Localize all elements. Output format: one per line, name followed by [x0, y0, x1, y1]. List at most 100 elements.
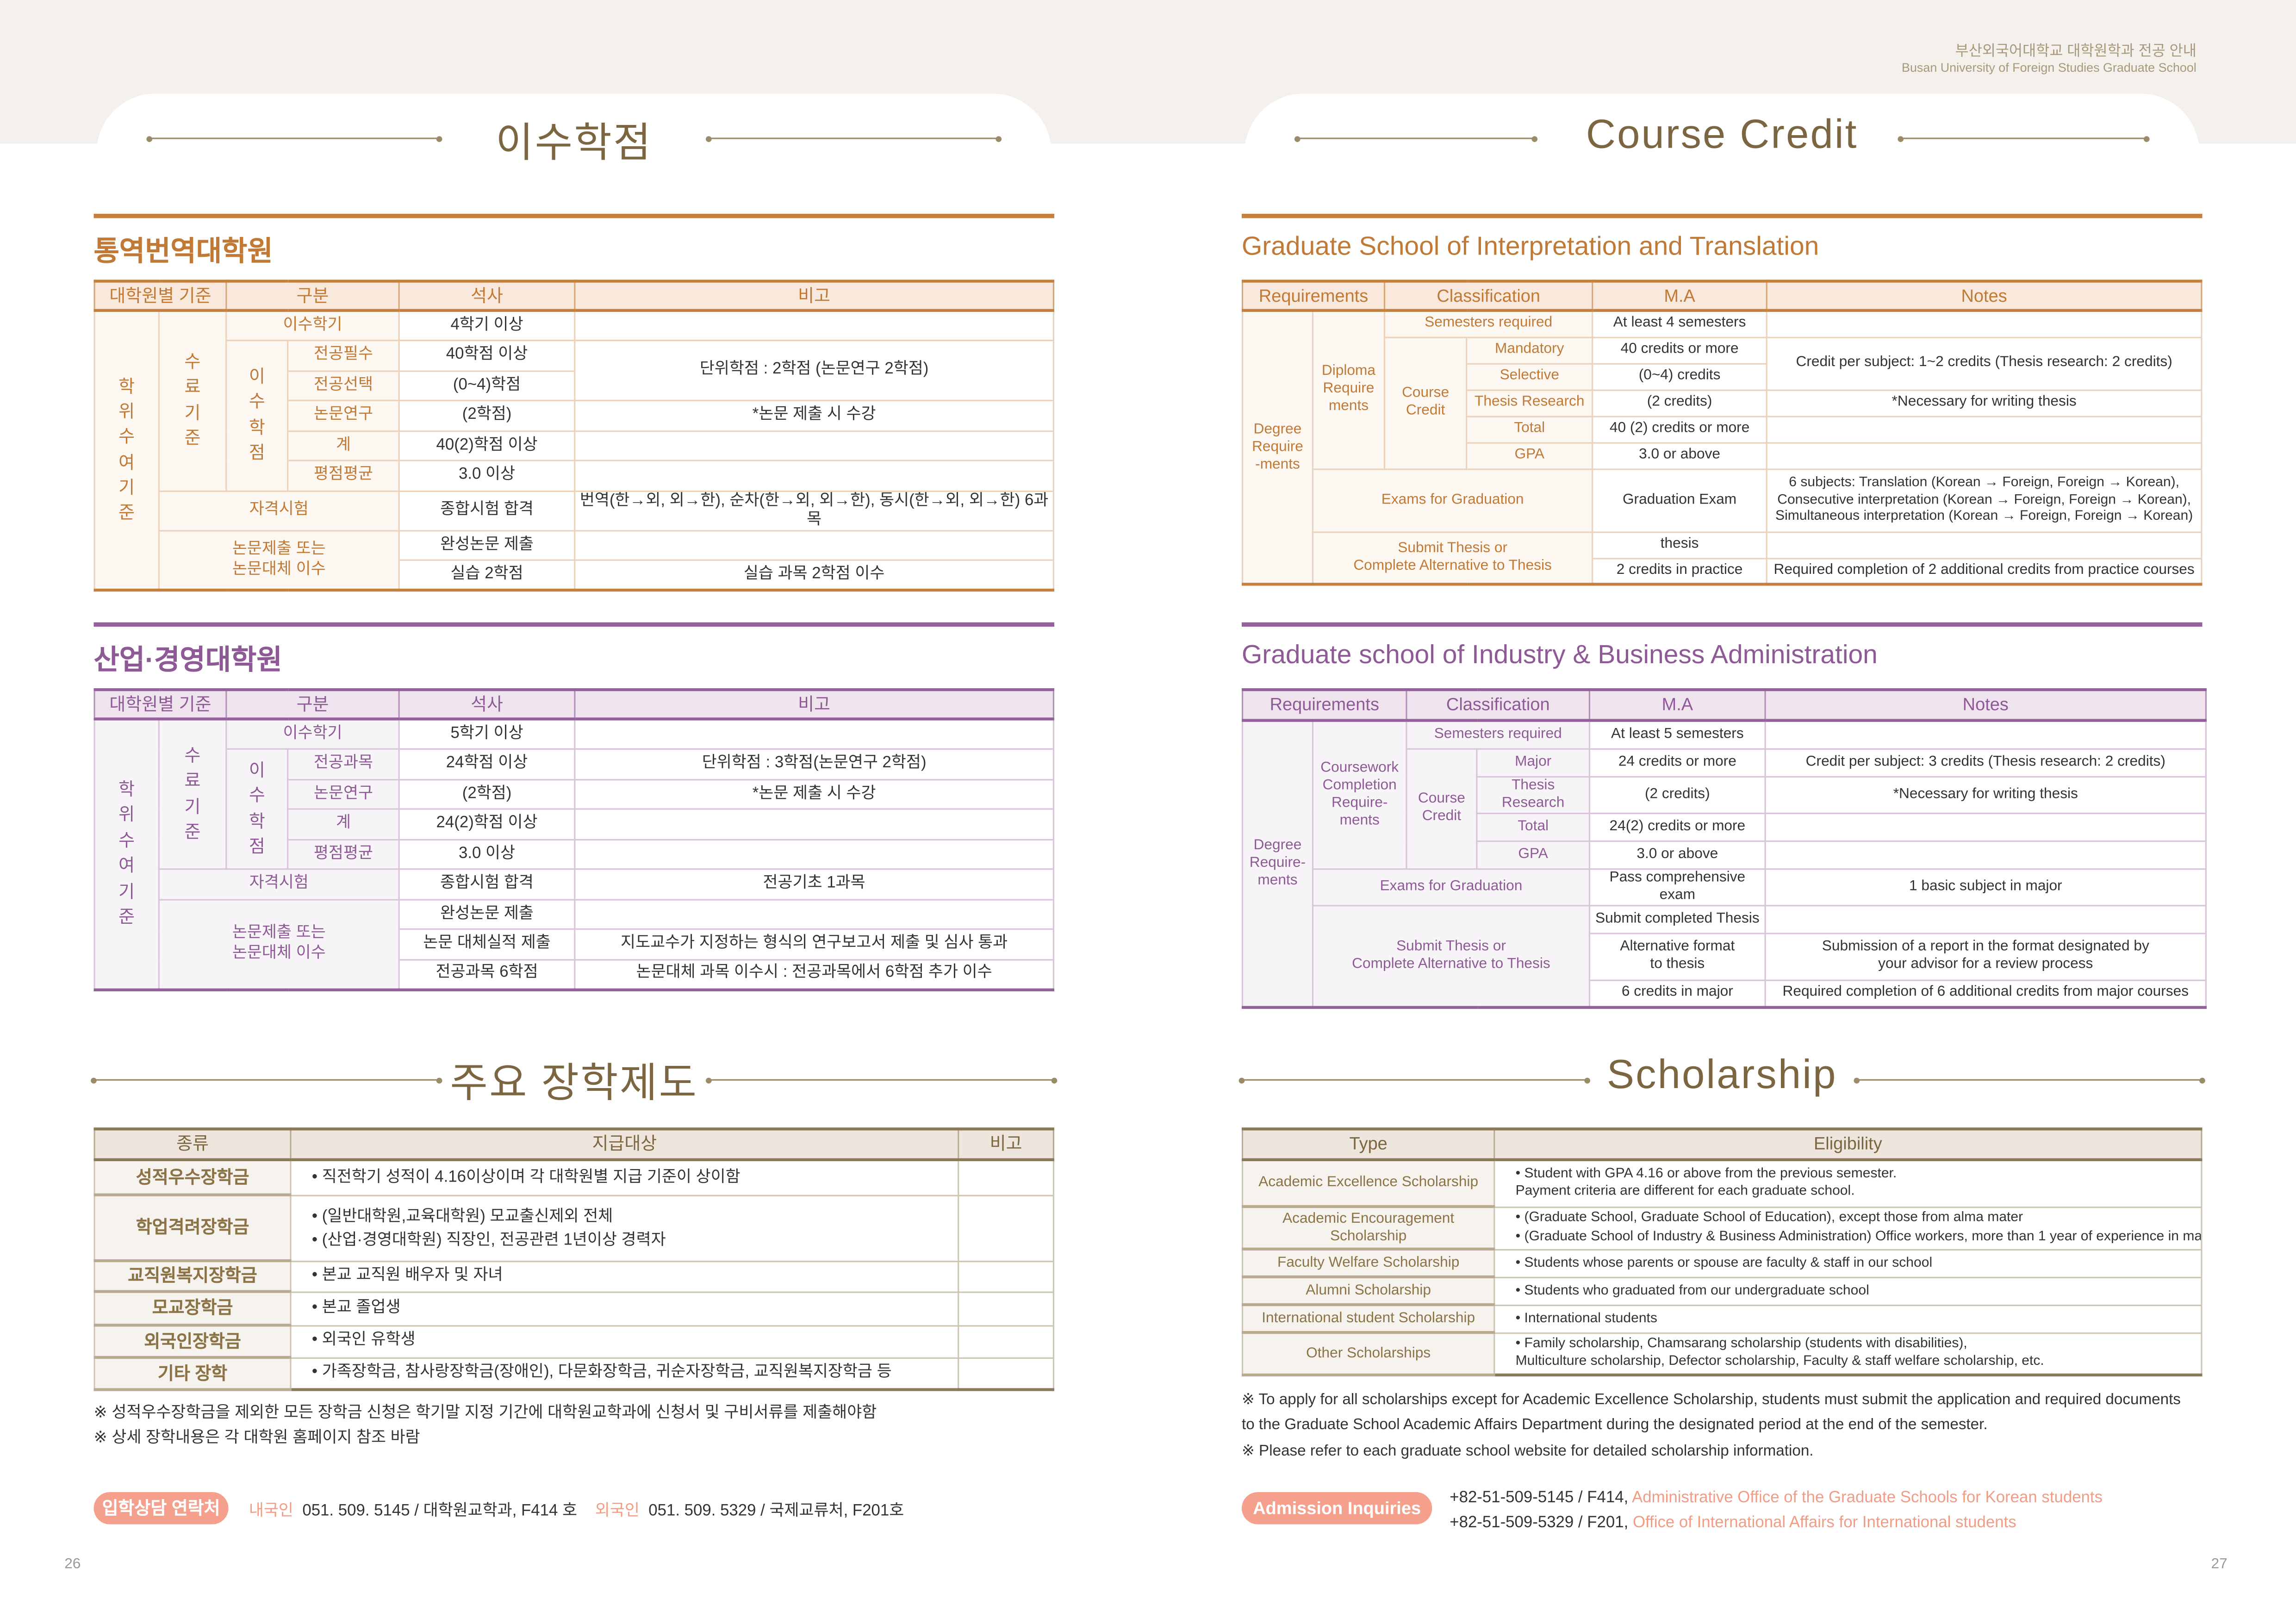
row-label: 이수학기	[225, 310, 400, 342]
cell: 24학점 이상	[398, 748, 576, 780]
row-label: Semesters required	[1383, 310, 1593, 338]
cell: 24(2) credits or more	[1588, 812, 1766, 841]
cell	[574, 460, 1055, 492]
col-header: M.A	[1588, 689, 1766, 722]
cell: 24 credits or more	[1588, 747, 1766, 777]
cell: thesis	[1592, 530, 1767, 559]
cell: 1 basic subject in major	[1764, 867, 2207, 906]
row-label: 논문연구	[287, 399, 400, 431]
cell: (2 credits)	[1592, 389, 1767, 417]
contact-phone: +82-51-509-5329 / F201,	[1450, 1514, 1633, 1532]
cell	[574, 310, 1055, 342]
section-rule	[93, 213, 1055, 218]
row-label: Thesis Research	[1466, 389, 1593, 417]
title-divider	[1294, 135, 1538, 142]
col-header: Classification	[1383, 280, 1593, 312]
col-header: 비고	[574, 689, 1055, 721]
title-divider	[1854, 1077, 2205, 1083]
cell: (2학점)	[398, 399, 576, 431]
cell: 3.0 or above	[1588, 840, 1766, 869]
row-group-label: 이수학점	[225, 340, 289, 492]
eligibility: • 가족장학금, 참사랑장학금(장애인), 다문화장학금, 귀순자장학금, 교직…	[290, 1356, 959, 1391]
title-divider	[1898, 135, 2150, 142]
cell: Submission of a report in the format des…	[1764, 932, 2207, 981]
scholarship-type: 학업격려장학금	[93, 1194, 292, 1263]
col-header: Requirements	[1241, 280, 1386, 312]
section-rule	[93, 622, 1055, 627]
left-title-card	[96, 93, 1052, 211]
eligibility: • Student with GPA 4.16 or above from th…	[1493, 1159, 2203, 1207]
header-english: Busan University of Foreign Studies Grad…	[1902, 60, 2196, 75]
col-header: 비고	[574, 280, 1055, 312]
row-label: Mandatory	[1466, 336, 1593, 364]
scholarship-table-kr: 종류 지급대상 비고 성적우수장학금 • 직전학기 성적이 4.16이상이며 각 대학…	[93, 1127, 1055, 1391]
row-label: 이수학기	[225, 718, 400, 750]
scholarship-type: 성적우수장학금	[93, 1159, 292, 1196]
title-divider	[705, 1077, 1058, 1083]
row-group-label: 학위수여기준	[93, 310, 160, 591]
cell: 3.0 이상	[398, 838, 576, 870]
row-label: 계	[287, 429, 400, 461]
cell: *논문 제출 시 수강	[574, 778, 1055, 810]
col-header: 대학원별 기준	[93, 280, 227, 312]
scholarship-type: International student Scholarship	[1241, 1304, 1495, 1334]
row-group-label: Degree Require -ments	[1241, 310, 1314, 585]
row-group-label: Diploma Require ments	[1312, 310, 1386, 470]
cell: At least 5 semesters	[1588, 720, 1766, 749]
col-header: Classification	[1406, 689, 1591, 722]
row-label: Semesters required	[1406, 720, 1591, 749]
cell	[958, 1194, 1055, 1262]
scholarship-title-left: 주요 장학제도	[450, 1060, 698, 1106]
domestic-contact: 051. 509. 5145 / 대학원교학과, F414 호	[302, 1502, 578, 1520]
cell: 종합시험 합격	[398, 868, 576, 900]
cell: Pass comprehensive exam	[1588, 867, 1766, 906]
title-divider	[146, 135, 442, 142]
cell: 실습 2학점	[398, 560, 576, 591]
cell: (0~4) credits	[1592, 362, 1767, 391]
cell	[958, 1356, 1055, 1391]
cell	[574, 838, 1055, 870]
cell: 논문 대체실적 제출	[398, 928, 576, 960]
contact-line: +82-51-509-5329 / F201, Office of Intern…	[1450, 1514, 2016, 1531]
page-number-left: 26	[64, 1556, 81, 1573]
scholarship-type: 모교장학금	[93, 1290, 292, 1327]
row-label: 논문제출 또는 논문대체 이수	[158, 529, 400, 591]
admission-contact-badge: 입학상담 연락처	[93, 1492, 229, 1524]
cell: 단위학점 : 2학점 (논문연구 2학점)	[574, 340, 1055, 401]
col-header: Type	[1241, 1128, 1495, 1161]
col-header: 석사	[398, 689, 576, 721]
cell	[574, 529, 1055, 561]
credit-table-business-en: Requirements Classification M.A Notes Degre…	[1241, 688, 2207, 1009]
cell: 40학점 이상	[398, 340, 576, 372]
cell	[1766, 415, 2203, 443]
contact-office: Administrative Office of the Graduate Sc…	[1632, 1489, 2103, 1507]
row-label: 전공선택	[287, 369, 400, 401]
credit-table-interpretation-en: Requirements Classification M.A Notes Degre…	[1241, 280, 2203, 586]
row-label: 자격시험	[158, 490, 400, 532]
cell	[958, 1159, 1055, 1196]
eligibility: • 본교 졸업생	[290, 1290, 959, 1326]
eligibility: • International students	[1493, 1304, 2203, 1333]
row-group-label: 수료기준	[158, 718, 227, 870]
cell: 지도교수가 지정하는 형식의 연구보고서 제출 및 심사 통과	[574, 928, 1055, 960]
eligibility: • Family scholarship, Chamsarang scholar…	[1493, 1332, 2203, 1376]
cell	[1764, 840, 2207, 869]
cell: *Necessary for writing thesis	[1764, 775, 2207, 814]
scholarship-note: ※ 성적우수장학금을 제외한 모든 장학금 신청은 학기말 지정 기간에 대학원…	[93, 1404, 877, 1422]
cell: 6 subjects: Translation (Korean → Foreig…	[1766, 467, 2203, 533]
row-label: Exams for Graduation	[1312, 467, 1593, 533]
row-label: Submit Thesis or Complete Alternative to…	[1312, 904, 1591, 1008]
col-header: Notes	[1764, 689, 2207, 722]
cell: Credit per subject: 3 credits (Thesis re…	[1764, 747, 2207, 777]
cell	[958, 1290, 1055, 1326]
row-label: Total	[1466, 415, 1593, 443]
cell	[958, 1324, 1055, 1358]
cell: *Necessary for writing thesis	[1766, 389, 2203, 417]
cell: Graduation Exam	[1592, 467, 1767, 533]
title-divider	[705, 135, 1002, 142]
foreign-contact: 051. 509. 5329 / 국제교류처, F201호	[648, 1502, 904, 1520]
row-label: Major	[1476, 747, 1591, 777]
row-label: 평점평균	[287, 838, 400, 870]
scholarship-type: 교직원복지장학금	[93, 1260, 292, 1293]
